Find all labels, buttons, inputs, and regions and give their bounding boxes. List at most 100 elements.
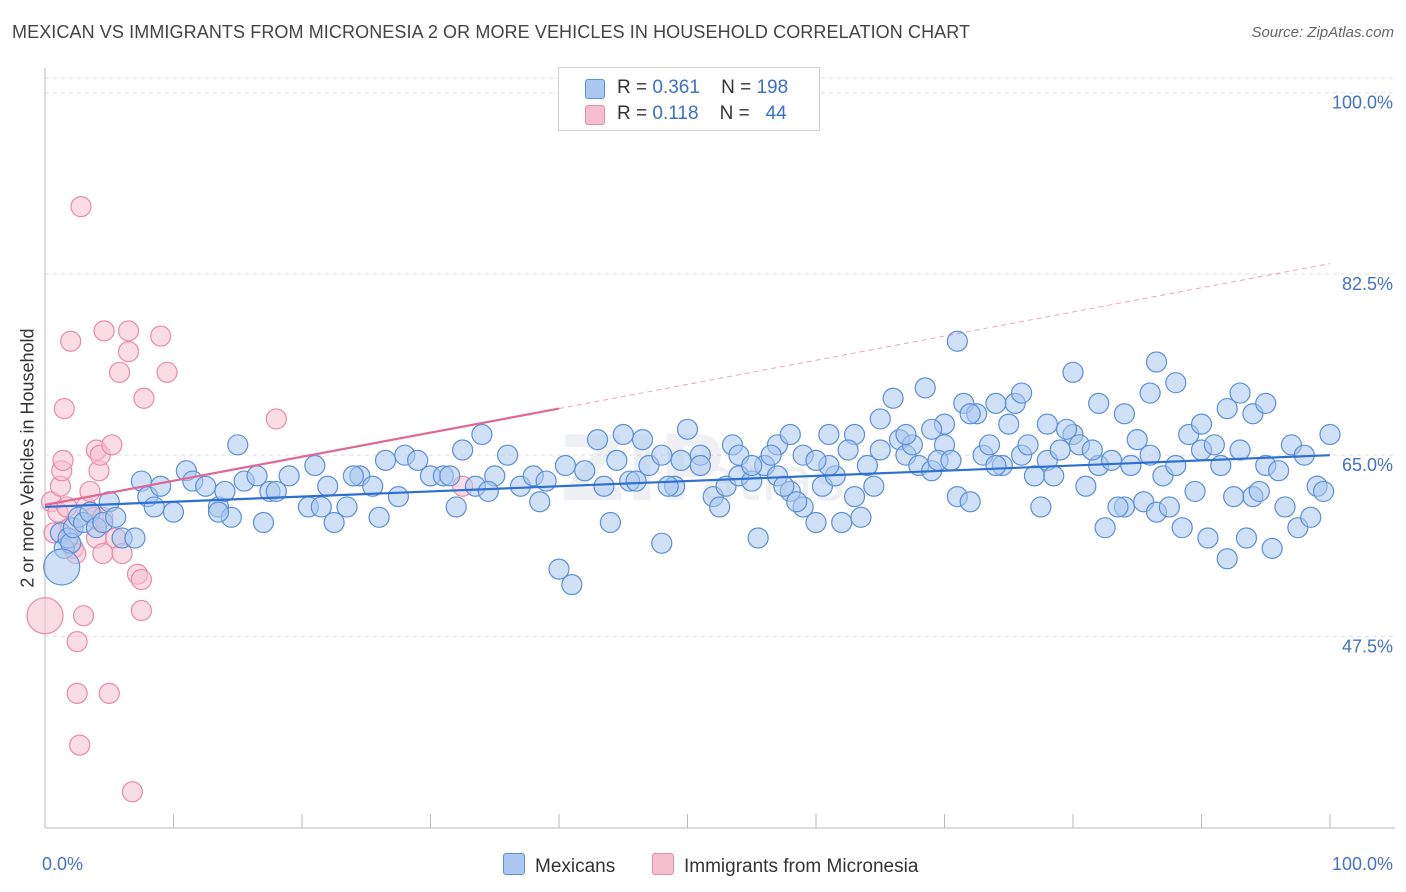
- x-tick-label: 0.0%: [42, 854, 83, 874]
- mexicans-point: [1184, 480, 1206, 503]
- mexicans-point: [1139, 444, 1161, 466]
- mexicans-point: [843, 486, 866, 508]
- micronesia-point: [72, 605, 95, 627]
- mexicans-point: [946, 330, 968, 352]
- mexicans-point: [593, 475, 615, 497]
- r-label: R =: [617, 77, 648, 98]
- micronesia-point: [101, 434, 123, 456]
- mexicans-point: [1171, 517, 1193, 539]
- mexicans-point: [1190, 413, 1213, 435]
- pink-swatch: [585, 105, 605, 125]
- mexicans-point: [1197, 527, 1219, 549]
- blue-swatch: [585, 79, 605, 99]
- mexicans-point: [786, 491, 808, 513]
- micronesia-point: [133, 387, 155, 409]
- mexicans-point: [998, 413, 1020, 435]
- mexicans-point: [1107, 496, 1129, 518]
- mexicans-point: [374, 449, 397, 471]
- mexicans-point: [1126, 429, 1148, 451]
- source-credit: Source: ZipAtlas.com: [1251, 24, 1394, 41]
- mexicans-point: [856, 454, 879, 477]
- tick-labels: 100.0% 82.5% 65.0% 47.5% 0.0% 100.0%: [42, 93, 1393, 874]
- series-name-micronesia: Immigrants from Micronesia: [684, 856, 919, 877]
- mexicans-point: [561, 574, 583, 596]
- micronesia-point: [53, 397, 75, 420]
- mexicans-point: [747, 527, 769, 549]
- mexicans-point: [195, 475, 217, 497]
- mexicans-point: [387, 486, 409, 508]
- mexicans-point: [497, 444, 519, 466]
- mexicans-point: [676, 418, 699, 440]
- mexicans-point: [1274, 496, 1296, 518]
- mexicans-point: [805, 511, 827, 534]
- series-name-mexicans: Mexicans: [535, 856, 616, 877]
- micronesia-point: [117, 341, 140, 363]
- mexicans-point: [1030, 496, 1052, 518]
- mexicans-point: [1055, 418, 1078, 440]
- mexicans-point: [882, 387, 904, 409]
- mexicans-point: [439, 465, 461, 487]
- mexicans-point: [1312, 480, 1335, 503]
- mexicans-point: [1223, 486, 1245, 508]
- y-tick-label: 100.0%: [1332, 93, 1393, 113]
- mexicans-point: [586, 429, 609, 451]
- n-label: N =: [719, 103, 750, 124]
- micronesia-trend-line: [44, 407, 560, 506]
- micronesia-point: [52, 449, 74, 471]
- mexicans-point: [657, 475, 679, 497]
- mexicans-point: [651, 444, 673, 466]
- mexicans-point: [1113, 403, 1136, 425]
- mexicans-point: [310, 496, 332, 518]
- micronesia-point: [130, 568, 152, 591]
- correlation-legend: R = 0.361 N = 198 R = 0.118 N = 44: [558, 67, 820, 131]
- trend-lines: [44, 263, 1331, 509]
- micronesia-point: [70, 196, 92, 218]
- mexicans-point: [574, 460, 596, 482]
- mexicans-point: [895, 423, 917, 446]
- micronesia-point: [121, 781, 143, 803]
- mexicans-point: [554, 454, 577, 477]
- mexicans-point: [207, 501, 230, 523]
- y-tick-label: 82.5%: [1342, 274, 1393, 294]
- mexicans-point: [1229, 382, 1251, 404]
- mexicans-point: [625, 470, 647, 492]
- r-label: R =: [617, 103, 648, 124]
- mexicans-point: [407, 449, 429, 471]
- mexicans-point: [1120, 454, 1142, 477]
- mexicans-point: [1017, 434, 1039, 456]
- mexicans-point: [150, 475, 172, 497]
- bottom-legend-mexicans: Mexicans: [503, 853, 615, 878]
- mexicans-trend-line: [44, 454, 1331, 509]
- mexicans-point: [342, 465, 364, 487]
- mexicans-point: [850, 506, 872, 528]
- mexicans-point: [959, 403, 981, 425]
- pink-swatch: [652, 853, 674, 875]
- mexicans-point: [985, 454, 1007, 477]
- mexicans-point: [612, 423, 634, 446]
- chart-title: MEXICAN VS IMMIGRANTS FROM MICRONESIA 2 …: [12, 22, 971, 42]
- micronesia-point: [93, 320, 115, 342]
- mexicans-point: [760, 444, 782, 466]
- mexicans-point: [368, 506, 390, 528]
- micronesia-point: [108, 361, 131, 383]
- mexicans-point: [43, 548, 81, 586]
- micronesia-point: [156, 361, 178, 383]
- mexicans-point: [1088, 392, 1110, 414]
- mexicans-point: [124, 527, 146, 549]
- mexicans-point: [1267, 460, 1290, 482]
- mexicans-point: [227, 434, 249, 456]
- mexicans-point: [1145, 351, 1168, 373]
- mexicans-point: [1216, 397, 1238, 420]
- mexicans-point: [1139, 382, 1161, 404]
- mexicans-point: [1203, 434, 1225, 456]
- mexicans-point: [1043, 465, 1065, 487]
- mexicans-point: [1235, 527, 1258, 549]
- blue-swatch: [503, 853, 525, 875]
- mexicans-point: [162, 501, 185, 523]
- mexicans-point: [323, 511, 345, 534]
- mexicans-point: [529, 491, 551, 513]
- mexicans-point: [278, 465, 300, 487]
- mexicans-point: [985, 392, 1007, 414]
- mexicans-point: [978, 434, 1001, 456]
